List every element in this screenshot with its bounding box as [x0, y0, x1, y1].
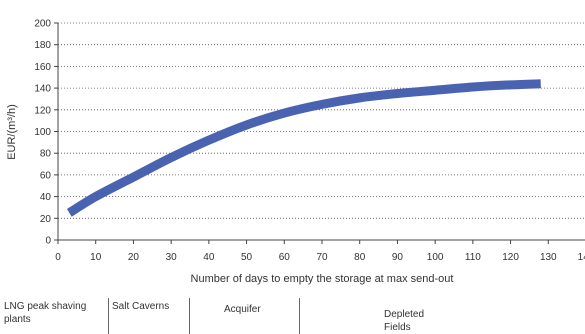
x-tick-label: 50: [241, 252, 253, 263]
axes: [54, 22, 585, 244]
y-tick-label: 60: [40, 170, 52, 181]
x-tick-label: 110: [465, 252, 481, 263]
grid-lines: [58, 22, 585, 219]
x-axis-label: Number of days to empty the storage at m…: [191, 273, 454, 285]
category-lng: LNG peak shaving plants: [4, 301, 87, 325]
x-tick-label: 140: [578, 252, 585, 263]
category-separator: [189, 298, 190, 334]
y-tick-labels: 0 20 40 60 80 100 120 140 160 180 200: [34, 19, 51, 247]
category-separator: [108, 298, 109, 334]
x-tick-label: 90: [392, 252, 404, 263]
y-tick-label: 180: [34, 40, 51, 51]
x-tick-label: 20: [128, 252, 140, 263]
y-tick-label: 0: [45, 236, 51, 247]
series-line: [66, 79, 541, 217]
category-aquifer: Acquifer: [224, 304, 261, 315]
x-tick-label: 10: [90, 252, 102, 263]
y-axis-label: EUR/(m³/h): [6, 104, 18, 160]
y-tick-label: 200: [34, 19, 51, 30]
y-tick-label: 20: [40, 214, 52, 225]
x-tick-label: 70: [316, 252, 328, 263]
x-tick-label: 130: [540, 252, 557, 263]
x-tick-label: 30: [166, 252, 178, 263]
x-tick-label: 40: [203, 252, 215, 263]
y-tick-label: 40: [40, 192, 52, 203]
y-tick-label: 140: [34, 84, 51, 95]
x-tick-labels: 0 10 20 30 40 50 60 70 80 90 100 110 120 130 140: [55, 252, 585, 263]
y-tick-label: 80: [40, 149, 52, 160]
x-tick-label: 100: [427, 252, 444, 263]
category-salt-caverns: Salt Caverns: [112, 301, 170, 312]
y-tick-label: 160: [34, 62, 51, 73]
category-separator: [299, 298, 300, 334]
y-tick-label: 120: [34, 105, 51, 116]
y-tick-label: 100: [34, 127, 51, 138]
x-tick-label: 120: [502, 252, 519, 263]
x-tick-label: 0: [55, 252, 61, 263]
x-tick-label: 60: [279, 252, 291, 263]
category-depleted-fields: Depleted Fields: [384, 309, 425, 333]
x-tick-label: 80: [354, 252, 366, 263]
